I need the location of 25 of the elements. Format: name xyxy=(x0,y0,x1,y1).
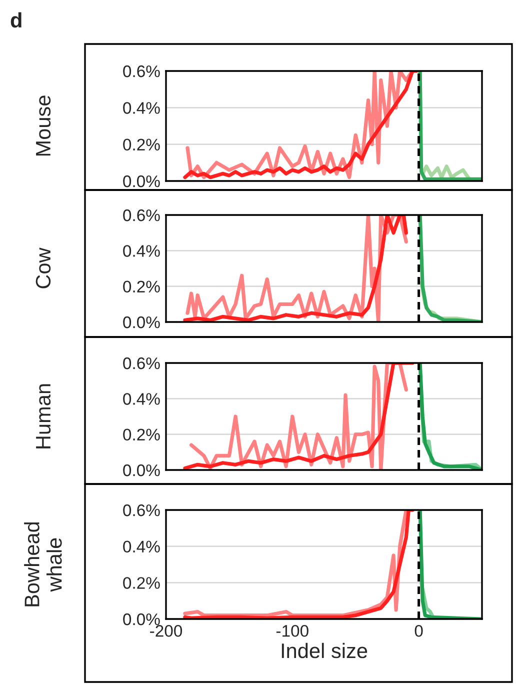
y-tick-label: 0.0% xyxy=(123,613,160,626)
y-tick-label: 0.0% xyxy=(123,175,160,188)
x-tick-label: 0 xyxy=(414,624,423,637)
y-axis-title: Bowhead whale xyxy=(24,522,62,606)
y-tick-label: 0.4% xyxy=(123,393,160,405)
y-tick-label: 0.6% xyxy=(123,357,160,370)
y-axis-title: Cow xyxy=(36,248,51,288)
y-tick-label: 0.2% xyxy=(123,428,160,441)
y-tick-label: 0.0% xyxy=(123,464,160,476)
y-tick-label: 0.4% xyxy=(123,540,160,553)
y-axis-title: Human xyxy=(36,384,51,448)
y-tick-label: 0.0% xyxy=(123,316,160,328)
x-tick-label: -200 xyxy=(150,624,182,637)
text: d xyxy=(10,12,22,28)
y-tick-label: 0.2% xyxy=(123,577,160,589)
y-tick-label: 0.2% xyxy=(123,138,160,151)
y-tick-label: 0.4% xyxy=(123,245,160,257)
y-tick-label: 0.6% xyxy=(123,504,160,516)
x-tick-label: -100 xyxy=(276,624,308,637)
y-axis-title: Mouse xyxy=(36,96,51,156)
y-tick-label: 0.2% xyxy=(123,280,160,293)
y-tick-label: 0.6% xyxy=(123,65,160,78)
y-tick-label: 0.6% xyxy=(123,209,160,222)
y-tick-label: 0.4% xyxy=(123,102,160,114)
x-axis-title: Indel size xyxy=(282,642,368,658)
